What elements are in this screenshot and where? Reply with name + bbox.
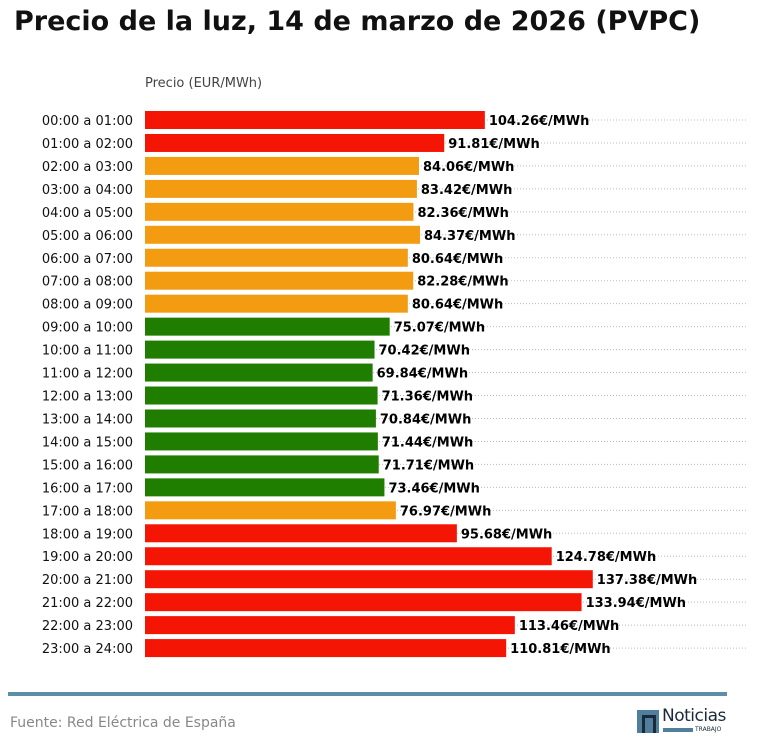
data-label: 104.26€/MWh [489,114,590,129]
data-label: 71.44€/MWh [382,435,473,450]
bar [145,294,408,313]
bar [145,271,414,290]
bar [145,248,408,267]
category-label: 00:00 a 01:00 [42,114,133,129]
bar [145,524,457,543]
data-label: 70.42€/MWh [379,344,470,359]
logo-text: Noticias [662,706,726,726]
logo-underline [663,728,693,732]
data-label: 76.97€/MWh [400,504,491,519]
category-label: 09:00 a 10:00 [42,321,133,336]
data-label: 84.37€/MWh [424,229,515,244]
data-label: 95.68€/MWh [461,527,552,542]
data-label: 124.78€/MWh [556,550,657,565]
data-label: 137.38€/MWh [597,573,698,588]
bar [145,547,552,566]
data-label: 113.46€/MWh [519,619,620,634]
category-label: 10:00 a 11:00 [42,344,133,359]
data-label: 91.81€/MWh [448,137,539,152]
category-label: 01:00 a 02:00 [42,137,133,152]
logo-subtext: TRABAJO [695,726,722,733]
category-label: 17:00 a 18:00 [42,504,133,519]
data-label: 84.06€/MWh [423,160,514,175]
x-axis-label: Precio (EUR/MWh) [145,76,262,91]
bar [145,409,376,428]
category-label: 19:00 a 20:00 [42,550,133,565]
data-label: 71.71€/MWh [383,458,474,473]
bar [145,111,485,129]
bar [145,570,593,589]
data-label: 110.81€/MWh [510,642,610,657]
category-label: 06:00 a 07:00 [42,252,133,267]
category-label: 12:00 a 13:00 [42,390,133,405]
logo-icon [637,710,659,733]
noticias-trabajo-logo: Noticias TRABAJO [637,706,729,735]
bar [145,616,515,635]
bar [145,225,421,244]
category-label: 04:00 a 05:00 [42,206,133,221]
bar [145,317,390,336]
category-label: 21:00 a 22:00 [42,596,133,611]
bar [145,156,419,175]
bar [145,455,379,474]
chart-title: Precio de la luz, 14 de marzo de 2026 (P… [14,6,701,37]
bar [145,432,378,451]
category-label: 20:00 a 21:00 [42,573,133,588]
bar [145,133,445,152]
data-label: 83.42€/MWh [421,183,512,198]
data-label: 82.28€/MWh [417,275,508,290]
data-label: 70.84€/MWh [380,412,471,427]
category-label: 16:00 a 17:00 [42,481,133,496]
data-label: 133.94€/MWh [586,596,687,611]
bar [145,478,385,497]
category-label: 22:00 a 23:00 [42,619,133,634]
data-label: 71.36€/MWh [382,390,473,405]
bar [145,340,375,359]
bar [145,363,373,382]
category-label: 15:00 a 16:00 [42,458,133,473]
data-label: 75.07€/MWh [394,321,485,336]
category-label: 03:00 a 04:00 [42,183,133,198]
bar [145,501,396,520]
category-label: 11:00 a 12:00 [42,367,133,382]
data-label: 82.36€/MWh [417,206,508,221]
source-note: Fuente: Red Eléctrica de España [10,715,236,731]
bar [145,639,507,658]
bar-chart: Precio (EUR/MWh) 00:00 a 01:00 104.26€/MWh… [42,76,748,658]
category-label: 08:00 a 09:00 [42,298,133,313]
bar [145,593,582,612]
data-label: 73.46€/MWh [388,481,479,496]
category-label: 18:00 a 19:00 [42,527,133,542]
category-label: 02:00 a 03:00 [42,160,133,175]
data-label: 69.84€/MWh [377,367,468,382]
footer-divider [8,692,727,696]
category-label: 13:00 a 14:00 [42,412,133,427]
bar [145,386,378,405]
category-label: 07:00 a 08:00 [42,275,133,290]
bar [145,202,414,221]
data-label: 80.64€/MWh [412,252,503,267]
category-label: 14:00 a 15:00 [42,435,133,450]
category-label: 05:00 a 06:00 [42,229,133,244]
bar [145,179,417,198]
category-label: 23:00 a 24:00 [42,642,133,657]
data-label: 80.64€/MWh [412,298,503,313]
